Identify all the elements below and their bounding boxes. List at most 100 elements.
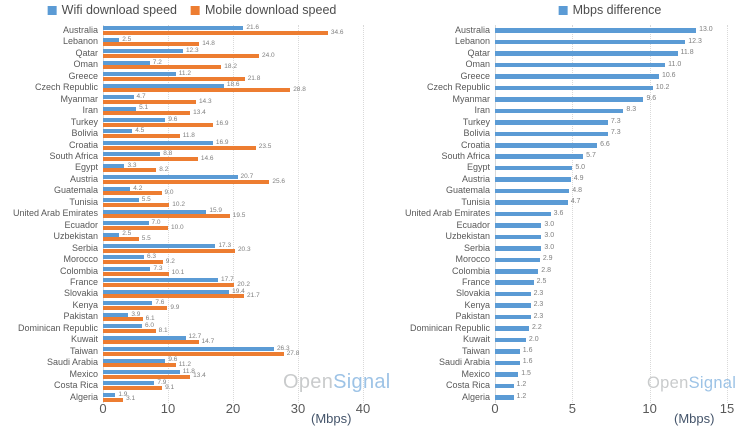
data-label: 10.2 — [172, 200, 185, 208]
data-label: 10.2 — [655, 83, 670, 91]
legend-label: Mbps difference — [572, 3, 662, 17]
category-label: Uzbekistan — [53, 231, 98, 242]
data-label: 3.1 — [126, 395, 136, 403]
difference-bar — [495, 97, 644, 102]
wifi-bar — [103, 186, 131, 191]
data-label: 8.8 — [163, 150, 173, 158]
category-label: Czech Republic — [426, 82, 490, 93]
mobile-bar — [103, 271, 169, 276]
category-label: France — [69, 277, 98, 287]
difference-bar — [495, 360, 520, 366]
data-label: 12.3 — [688, 37, 702, 45]
category-label: Qatar — [75, 47, 98, 58]
mobile-bar — [103, 202, 170, 207]
data-label: 7.2 — [152, 58, 162, 66]
difference-bar — [495, 28, 697, 33]
gridline — [572, 25, 574, 403]
opensignal-logo-signal: Signal — [688, 374, 737, 392]
data-label: 7.3 — [153, 264, 163, 272]
difference-bar — [495, 143, 598, 148]
data-label: 17.3 — [218, 241, 232, 249]
legend-swatch-icon — [191, 5, 201, 15]
difference-bar — [495, 211, 551, 217]
category-label: Algeria — [69, 391, 98, 402]
category-label: Croatia — [460, 139, 490, 150]
category-label: Czech Republic — [34, 82, 98, 93]
mobile-bar — [103, 157, 198, 161]
category-label: Kuwait — [462, 334, 490, 345]
data-label: 6.0 — [145, 322, 155, 330]
data-label: 8.3 — [626, 106, 637, 114]
category-label: Croatia — [68, 139, 98, 150]
data-label: 24.0 — [262, 51, 275, 59]
wifi-bar — [103, 266, 151, 271]
category-label: South Africa — [49, 151, 98, 161]
category-label: Iran — [474, 105, 490, 116]
data-label: 5.1 — [139, 104, 149, 112]
category-label: Saudi Arabia — [438, 357, 490, 368]
difference-bar — [495, 326, 530, 331]
difference-bar — [495, 395, 514, 400]
data-label: 8.1 — [158, 326, 168, 334]
mobile-bar — [103, 111, 191, 116]
category-label: Serbia — [463, 242, 490, 253]
mobile-bar — [103, 168, 157, 173]
wifi-bar — [103, 95, 134, 100]
data-label: 23.5 — [258, 143, 272, 151]
difference-bar — [495, 200, 568, 205]
category-label: Taiwan — [461, 345, 490, 356]
plot-area-right: 0 5 10 15 Australia 13.0 Lebanon 12.3 Qatar 11.8 O… — [375, 0, 750, 440]
category-label: Mexico — [69, 368, 98, 379]
data-label: 11.8 — [182, 131, 195, 139]
data-label: 3.3 — [127, 161, 137, 169]
category-label: Dominican Republic — [17, 322, 98, 333]
data-label: 2.5 — [122, 230, 132, 238]
difference-bar — [495, 177, 571, 182]
x-axis-tick-label: 10 — [642, 401, 657, 416]
difference-bar — [495, 188, 570, 194]
category-label: Tunisia — [461, 196, 490, 207]
legend-item: Mobile download speed — [191, 3, 336, 17]
category-label: France — [461, 277, 490, 287]
category-label: Guatemala — [445, 185, 490, 196]
difference-bar — [495, 337, 526, 343]
legend-item: Wifi download speed — [47, 3, 178, 17]
data-label: 6.1 — [145, 315, 155, 323]
category-label: Bolivia — [71, 128, 98, 139]
x-axis-title-left: (Mbps) — [311, 411, 352, 426]
data-label: 9.6 — [168, 356, 178, 364]
data-label: 1.6 — [522, 347, 533, 354]
data-label: 7.3 — [610, 129, 621, 137]
category-label: Morocco — [63, 254, 98, 265]
mobile-bar — [103, 214, 230, 219]
data-label: 16.9 — [215, 138, 229, 146]
x-axis-tick-label: 0 — [99, 401, 107, 416]
x-axis-tick-label: 0 — [491, 401, 499, 416]
mobile-bar — [103, 53, 259, 58]
data-label: 2.3 — [533, 301, 544, 309]
data-label: 2.3 — [533, 289, 544, 297]
data-label: 19.5 — [232, 212, 246, 220]
data-label: 10.1 — [171, 269, 185, 277]
mobile-bar — [103, 248, 235, 253]
wifi-bar — [103, 221, 149, 226]
wifi-bar — [103, 301, 153, 306]
data-label: 8.2 — [159, 166, 169, 174]
x-axis-tick-label: 30 — [290, 401, 306, 416]
wifi-bar — [103, 175, 238, 180]
gridline — [649, 25, 651, 403]
data-label: 11.0 — [668, 60, 682, 68]
category-label: Australia — [454, 25, 490, 35]
category-label: Greece — [460, 70, 490, 81]
legend-label: Wifi download speed — [61, 3, 178, 17]
data-label: 2.5 — [122, 35, 132, 43]
category-label: Costa Rica — [445, 380, 490, 391]
category-label: Turkey — [70, 116, 98, 127]
wifi-bar — [103, 370, 180, 375]
data-label: 25.6 — [272, 177, 286, 185]
mobile-bar — [103, 134, 180, 139]
mobile-bar — [103, 386, 163, 391]
wifi-bar — [103, 312, 129, 317]
difference-bar — [495, 291, 531, 297]
